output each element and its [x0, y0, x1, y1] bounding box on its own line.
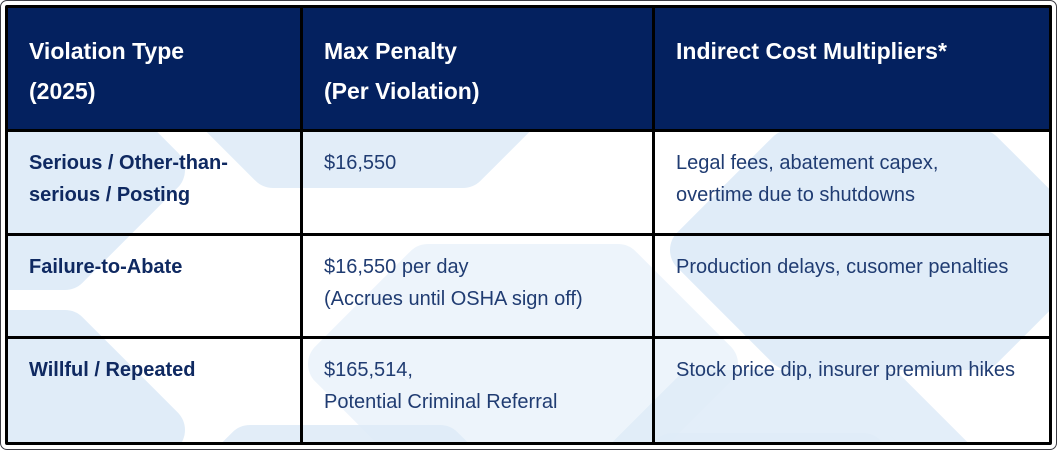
cell-violation-type-row-1: Failure-to-Abate — [8, 236, 303, 339]
cell-max-penalty-row-0: $16,550 — [303, 132, 655, 236]
cell-indirect-costs-row-1: Production delays, cusomer penalties — [655, 236, 1049, 339]
header-cell-violation-type: Violation Type (2025) — [8, 8, 303, 132]
cell-max-penalty-row-2: $165,514, Potential Criminal Referral — [303, 339, 655, 442]
header-cell-max-penalty: Max Penalty (Per Violation) — [303, 8, 655, 132]
cell-violation-type-row-2: Willful / Repeated — [8, 339, 303, 442]
cell-indirect-costs-row-2: Stock price dip, insurer premium hikes — [676, 359, 1016, 381]
penalty-table-card: Violation Type (2025) Max Penalty (Per V… — [5, 5, 1052, 445]
cell-max-penalty-row-1: $16,550 per day (Accrues until OSHA sign… — [303, 236, 655, 339]
cell-violation-type-row-0: Serious / Other-than-serious / Posting — [8, 132, 303, 236]
cell-indirect-costs-row-0: Legal fees, abatement capex, overtime du… — [655, 132, 1049, 236]
penalty-table: Violation Type (2025) Max Penalty (Per V… — [8, 8, 1049, 442]
header-cell-indirect-cost-multipliers: Indirect Cost Multipliers* — [655, 8, 1049, 132]
